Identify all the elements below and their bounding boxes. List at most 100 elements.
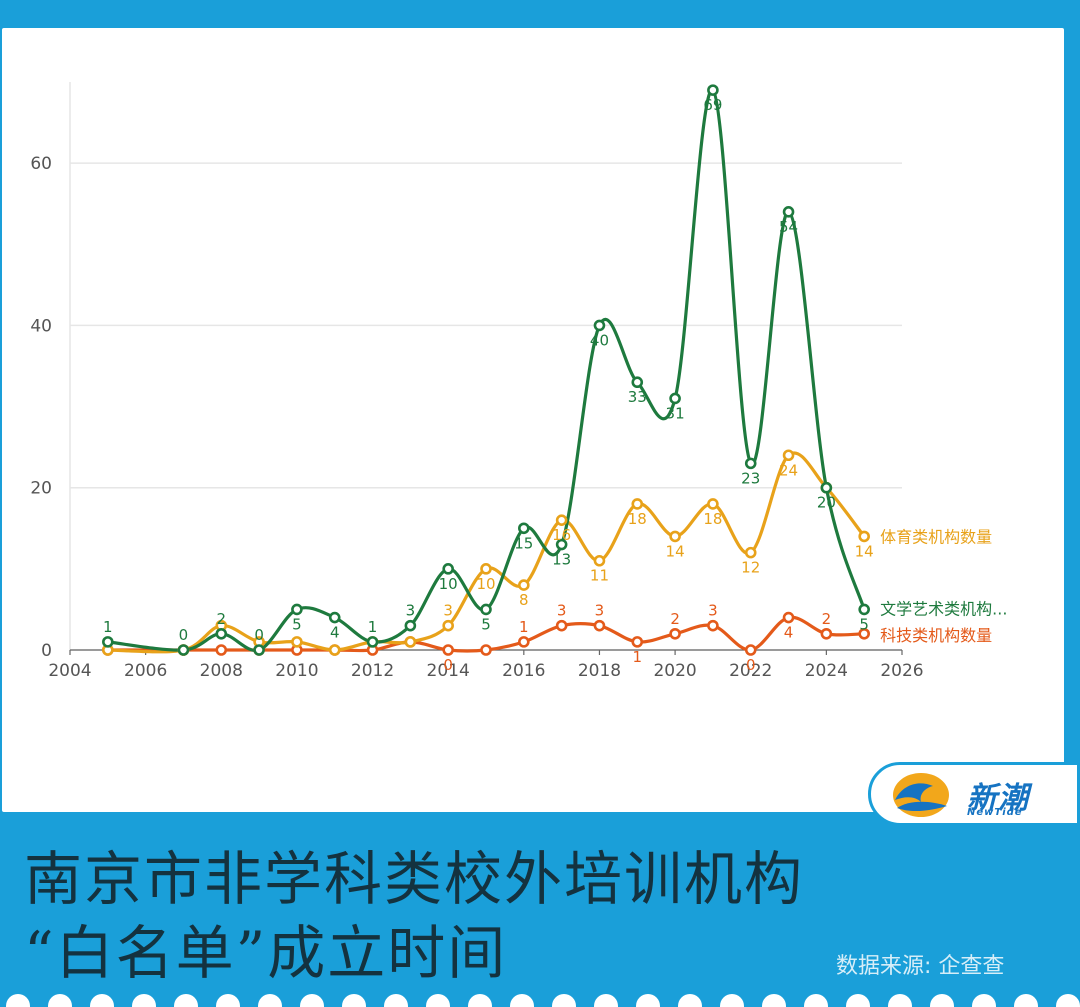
data-point — [669, 392, 681, 405]
y-tick-label: 40 — [30, 316, 52, 336]
data-label: 69 — [703, 96, 722, 114]
y-tick-label: 0 — [41, 641, 52, 661]
perforation-dot — [48, 994, 72, 1007]
data-point — [707, 619, 719, 632]
data-label: 33 — [628, 388, 647, 406]
data-label: 8 — [519, 591, 529, 609]
data-point — [744, 457, 757, 470]
series-name-label: 文学艺术类机构... — [880, 599, 1007, 618]
data-point — [518, 579, 530, 591]
perforation-dot — [6, 994, 30, 1007]
data-point — [442, 563, 454, 575]
data-point — [518, 522, 530, 535]
logo-sub-text: NewTide — [967, 807, 1023, 818]
x-tick-label: 2022 — [729, 661, 772, 681]
perforation-dot — [174, 994, 198, 1007]
x-tick-label: 2008 — [200, 661, 243, 681]
data-label: 12 — [741, 559, 760, 577]
perforation-dot — [384, 994, 408, 1007]
data-point — [518, 636, 530, 648]
data-point — [782, 206, 795, 218]
data-point — [555, 619, 568, 632]
data-label: 2 — [822, 610, 832, 628]
data-label: 18 — [703, 510, 722, 528]
data-point — [555, 514, 568, 526]
x-tick-label: 2016 — [502, 661, 545, 681]
data-label: 10 — [439, 575, 458, 593]
data-label: 14 — [666, 542, 685, 560]
data-point — [442, 619, 454, 632]
data-label: 0 — [746, 656, 756, 674]
data-point — [328, 611, 341, 624]
perforation-dot — [426, 994, 450, 1007]
data-label: 24 — [779, 461, 798, 479]
data-point — [820, 627, 833, 640]
data-label: 54 — [779, 218, 798, 236]
perforation-dot — [678, 994, 702, 1007]
data-label: 11 — [590, 567, 609, 585]
data-point — [782, 611, 795, 624]
data-label: 1 — [368, 618, 378, 636]
perforation-dot — [510, 994, 534, 1007]
data-point — [404, 619, 417, 632]
data-label: 5 — [481, 615, 491, 633]
data-label: 3 — [443, 602, 453, 620]
data-point — [593, 319, 606, 332]
data-label: 18 — [628, 510, 647, 528]
data-point — [480, 644, 492, 656]
data-label: 4 — [784, 624, 794, 642]
x-tick-label: 2010 — [275, 661, 318, 681]
data-label: 20 — [817, 494, 836, 512]
data-point — [328, 644, 341, 656]
data-point — [669, 530, 681, 543]
data-label: 0 — [254, 626, 264, 644]
data-label: 0 — [443, 656, 453, 674]
perforation-dot — [804, 994, 828, 1007]
source-note: 数据来源: 企查查 — [836, 954, 1005, 979]
perforation-dot — [216, 994, 240, 1007]
data-label: 15 — [514, 534, 533, 552]
data-label: 40 — [590, 331, 609, 349]
x-tick-label: 2020 — [653, 661, 696, 681]
data-point — [631, 376, 644, 389]
perforation-dot — [90, 994, 114, 1007]
data-label: 3 — [708, 602, 718, 620]
series-name-label: 体育类机构数量 — [880, 527, 992, 546]
data-point — [442, 644, 454, 656]
data-label: 5 — [859, 615, 869, 633]
data-point — [215, 627, 228, 640]
data-label: 2 — [216, 610, 226, 628]
x-tick-label: 2004 — [48, 661, 91, 681]
x-tick-label: 2014 — [427, 661, 470, 681]
perforation-dot — [132, 994, 156, 1007]
data-point — [820, 481, 833, 494]
perforation-dot — [1056, 994, 1080, 1007]
data-label: 31 — [666, 404, 685, 422]
data-label: 1 — [519, 618, 529, 636]
data-label: 1 — [632, 648, 642, 666]
data-point — [291, 603, 303, 616]
wave-icon — [893, 773, 949, 817]
perforation-dot — [762, 994, 786, 1007]
perforation-dot — [1014, 994, 1038, 1007]
data-point — [366, 636, 379, 648]
data-point — [593, 554, 606, 567]
data-point — [782, 449, 795, 462]
perforation-dot — [258, 994, 282, 1007]
data-point — [858, 530, 870, 543]
data-point — [858, 627, 870, 640]
data-point — [480, 603, 492, 616]
chart-card — [2, 28, 1064, 812]
perforation-dot — [594, 994, 618, 1007]
newtide-logo: 新潮 NewTide — [868, 762, 1080, 826]
data-label: 3 — [557, 602, 567, 620]
data-label: 0 — [179, 626, 189, 644]
data-point — [291, 636, 303, 648]
data-point — [669, 627, 681, 640]
data-point — [253, 644, 265, 656]
perforation-dot — [300, 994, 324, 1007]
perforation-dot — [930, 994, 954, 1007]
